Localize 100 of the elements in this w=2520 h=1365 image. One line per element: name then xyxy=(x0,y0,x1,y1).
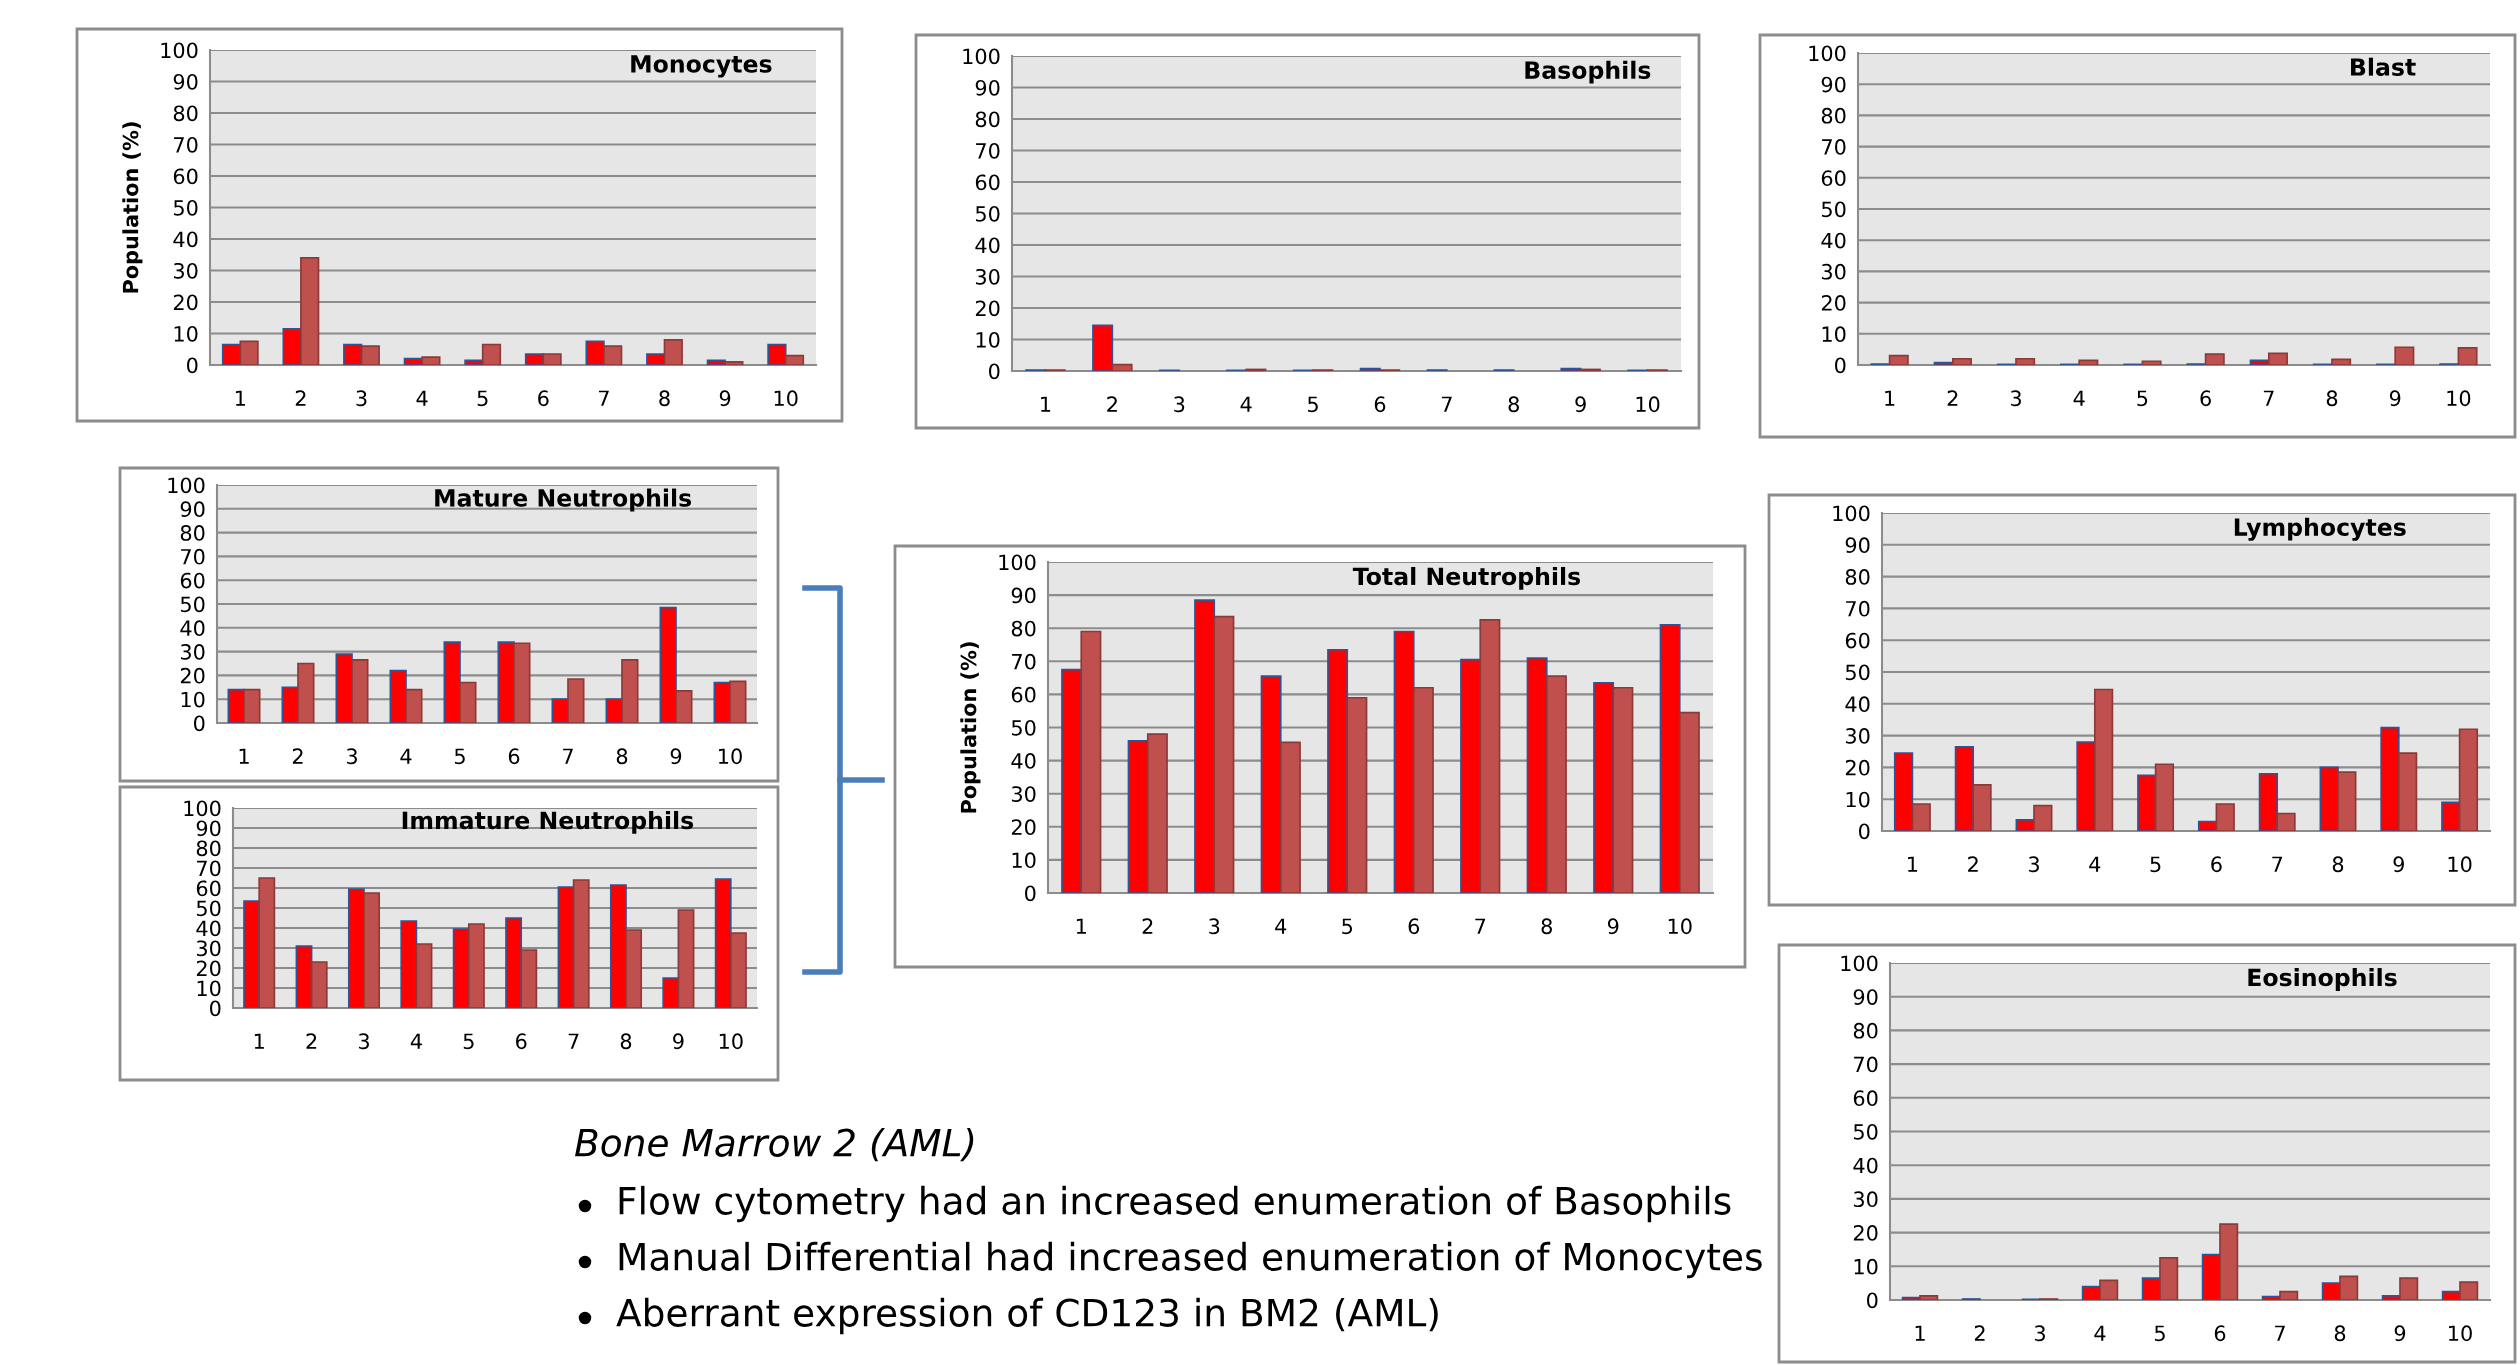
x-tick-label: 7 xyxy=(598,390,609,406)
y-tick-label: 10 xyxy=(197,980,221,997)
x-tick-label: 5 xyxy=(454,748,465,765)
bar xyxy=(1888,354,1909,365)
x-tick-label: 10 xyxy=(2449,1325,2472,1342)
y-tick-label: 70 xyxy=(1012,653,1036,670)
bar xyxy=(2249,359,2270,365)
x-tick-label: 10 xyxy=(719,1033,743,1050)
x-tick-label: 8 xyxy=(620,1033,632,1050)
x-tick-label: 4 xyxy=(400,748,412,764)
y-tick-label: 20 xyxy=(1853,1225,1878,1241)
y-tick-label: 50 xyxy=(1853,1123,1878,1140)
bar xyxy=(2137,774,2157,831)
x-tick-label: 6 xyxy=(1408,918,1420,935)
x-tick-label: 10 xyxy=(719,748,742,765)
y-tick-label: 30 xyxy=(1821,263,1846,280)
bar xyxy=(567,678,585,723)
x-tick-label: 1 xyxy=(1908,856,1918,872)
bar xyxy=(1545,675,1567,893)
x-tick-label: 5 xyxy=(463,1033,474,1050)
x-tick-label: 1 xyxy=(235,390,245,406)
x-tick-label: 7 xyxy=(568,1033,579,1049)
x-tick-label: 1 xyxy=(1041,396,1051,412)
y-tick-label: 80 xyxy=(196,840,221,857)
y-tick-label: 50 xyxy=(1011,719,1036,736)
y-tick-label: 10 xyxy=(1822,326,1846,343)
y-tick-label: 70 xyxy=(181,548,205,565)
chart-title: Monocytes xyxy=(631,55,772,78)
x-tick-label: 4 xyxy=(410,1033,422,1049)
x-tick-label: 3 xyxy=(358,1033,369,1050)
y-tick-label: 60 xyxy=(975,174,1000,191)
x-tick-label: 6 xyxy=(2200,390,2211,407)
bar xyxy=(300,257,320,365)
y-axis-title: Population (%) xyxy=(122,122,143,293)
y-tick-label: 60 xyxy=(1821,170,1846,187)
bar xyxy=(351,659,369,723)
y-tick-label: 90 xyxy=(1821,76,1846,93)
y-tick-label: 30 xyxy=(180,644,205,660)
x-tick-label: 8 xyxy=(1541,918,1552,935)
x-tick-label: 5 xyxy=(2137,390,2148,407)
x-tick-label: 9 xyxy=(1607,918,1619,935)
y-tick-label: 90 xyxy=(1011,587,1036,604)
bar xyxy=(677,909,695,1008)
x-tick-label: 1 xyxy=(1076,918,1086,934)
x-tick-label: 9 xyxy=(2394,1325,2406,1342)
x-tick-label: 9 xyxy=(1575,396,1586,413)
bar xyxy=(1954,745,1975,831)
y-tick-label: 0 xyxy=(989,363,1000,380)
bar xyxy=(767,343,787,365)
x-tick-label: 2 xyxy=(1968,856,1978,872)
bar xyxy=(1972,784,1992,831)
bar xyxy=(239,340,259,365)
x-tick-label: 9 xyxy=(670,748,682,765)
bar xyxy=(2459,1281,2479,1300)
y-tick-label: 20 xyxy=(173,294,198,311)
bar xyxy=(646,353,666,365)
x-tick-label: 6 xyxy=(538,390,549,407)
bar xyxy=(2380,726,2400,831)
bar xyxy=(2076,741,2096,831)
x-tick-label: 4 xyxy=(2094,1325,2106,1341)
bar xyxy=(2093,688,2114,831)
x-tick-label: 3 xyxy=(1209,918,1220,935)
y-tick-label: 100 xyxy=(999,554,1036,571)
x-tick-label: 1 xyxy=(254,1033,264,1049)
y-tick-label: 100 xyxy=(1833,505,1870,522)
x-tick-label: 5 xyxy=(2150,856,2161,873)
x-tick-label: 3 xyxy=(346,748,357,765)
bar xyxy=(659,606,677,723)
x-tick-label: 7 xyxy=(2272,856,2283,872)
y-tick-label: 20 xyxy=(1821,295,1846,311)
y-tick-label: 20 xyxy=(1011,819,1036,836)
x-tick-label: 7 xyxy=(2263,390,2274,406)
bar xyxy=(2381,1295,2401,1300)
bar xyxy=(603,345,623,365)
bar xyxy=(1111,363,1133,371)
bar xyxy=(2015,357,2036,365)
y-tick-label: 100 xyxy=(168,477,205,494)
y-tick-label: 80 xyxy=(1011,620,1036,637)
x-tick-label: 3 xyxy=(2010,390,2021,407)
y-tick-label: 0 xyxy=(1835,357,1846,374)
x-tick-label: 7 xyxy=(1475,918,1486,934)
x-tick-label: 6 xyxy=(2211,856,2222,873)
bar xyxy=(2394,346,2415,365)
bar xyxy=(1213,615,1235,893)
chart-title: Total Neutrophils xyxy=(1352,566,1581,590)
y-tick-label: 10 xyxy=(1854,1258,1878,1275)
y-tick-label: 30 xyxy=(1011,786,1036,802)
y-tick-label: 80 xyxy=(1821,107,1846,124)
y-tick-label: 50 xyxy=(180,596,205,613)
x-tick-label: 10 xyxy=(1636,396,1660,413)
bar xyxy=(1612,686,1634,893)
bar xyxy=(2154,763,2175,831)
bar xyxy=(343,343,363,365)
y-tick-label: 70 xyxy=(174,136,198,153)
y-tick-label: 100 xyxy=(1841,955,1878,972)
bar xyxy=(2267,352,2288,365)
bar xyxy=(464,359,484,365)
x-tick-label: 3 xyxy=(356,390,367,407)
bar xyxy=(1279,741,1301,893)
bar xyxy=(1080,630,1102,893)
